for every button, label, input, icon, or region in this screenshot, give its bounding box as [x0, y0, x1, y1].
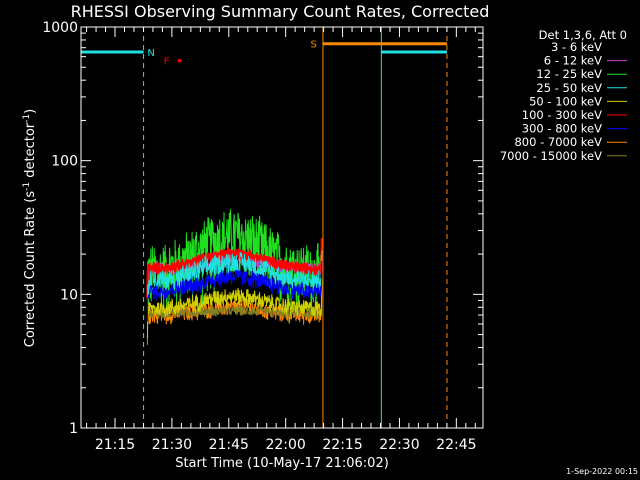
y-tick-label: 1 — [69, 421, 78, 437]
legend-entry: 25 - 50 keV — [536, 81, 602, 95]
axis-ticks: 1000 100 10 1 21:15 21:30 21:45 22:00 22:15 22:30… — [42, 20, 483, 453]
legend-entry: 300 - 800 keV — [522, 122, 602, 136]
flare-label: F — [164, 57, 170, 68]
x-tick-label: 22:15 — [322, 437, 362, 453]
x-tick-label: 22:00 — [265, 437, 305, 453]
flare-marker — [177, 59, 182, 63]
legend-entry: 12 - 25 keV — [536, 67, 602, 81]
x-tick-label: 22:45 — [436, 437, 476, 453]
timestamp: 1-Sep-2022 00:15 — [566, 467, 638, 476]
legend-entry: 3 - 6 keV — [551, 40, 602, 54]
legend-entry: 6 - 12 keV — [544, 54, 602, 68]
flag-label: S — [310, 40, 316, 51]
legend-entry: 50 - 100 keV — [529, 94, 602, 108]
series-line — [146, 277, 323, 339]
plot-frame — [80, 26, 484, 429]
y-axis-label: Corrected Count Rate (s-1 detector-1) — [22, 109, 38, 347]
series-line — [146, 282, 323, 344]
y-tick-label: 100 — [51, 154, 78, 170]
x-tick-label: 21:30 — [152, 437, 192, 453]
legend-entry: 800 - 7000 keV — [514, 135, 602, 149]
x-axis-label: Start Time (10-May-17 21:06:02) — [175, 456, 389, 471]
series-line-3-6kev — [146, 125, 323, 186]
x-tick-label: 22:30 — [379, 437, 419, 453]
series-line — [146, 250, 323, 312]
series-line — [146, 260, 323, 322]
legend-entry: 100 - 300 keV — [522, 108, 602, 122]
chart-title: RHESSI Observing Summary Count Rates, Co… — [71, 2, 490, 21]
legend-entry: 7000 - 15000 keV — [500, 149, 602, 163]
x-tick-label: 21:15 — [95, 437, 135, 453]
legend-header: Det 1,3,6, Att 0 — [539, 28, 627, 42]
flag-label: N — [147, 48, 154, 59]
y-tick-label: 10 — [60, 287, 78, 303]
y-tick-label: 1000 — [42, 20, 78, 36]
x-tick-label: 21:45 — [209, 437, 249, 453]
